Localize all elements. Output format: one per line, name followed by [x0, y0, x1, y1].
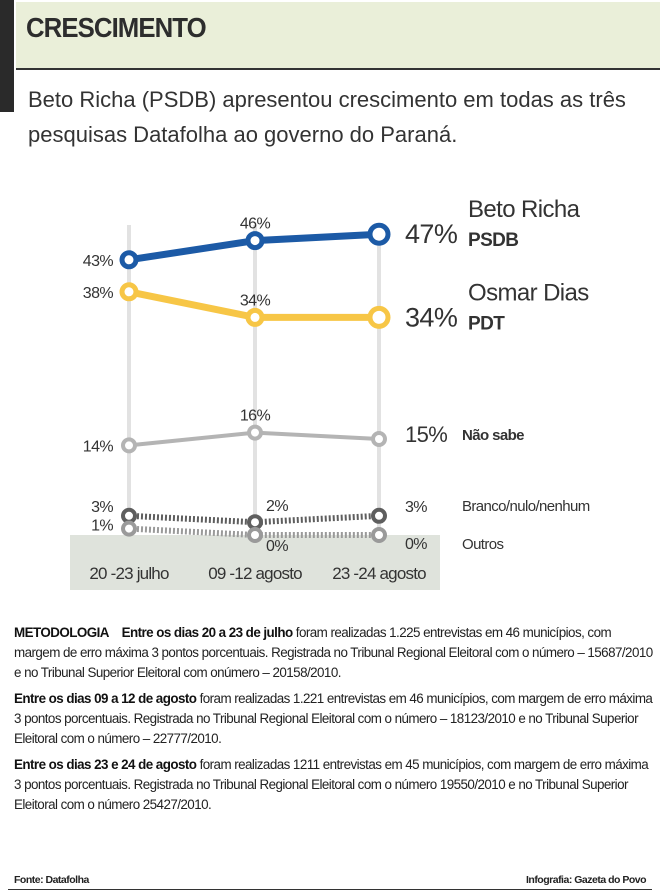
legend-name: Outros [462, 536, 504, 553]
data-point [247, 424, 263, 441]
methodology-label: METODOLOGIA [14, 625, 109, 640]
data-point [119, 250, 139, 270]
data-point [247, 527, 263, 543]
header: CRESCIMENTO [16, 2, 660, 70]
data-point [121, 507, 137, 524]
source: Fonte: Datafolha [14, 874, 89, 886]
data-point [119, 282, 139, 302]
p2-text: foram realizadas 1.221 entrevistas em 46… [14, 691, 653, 746]
bottom-rule [8, 889, 652, 890]
methodology: METODOLOGIA Entre os dias 20 a 23 de jul… [14, 623, 654, 821]
data-point [247, 514, 263, 531]
page-title: CRESCIMENTO [26, 12, 207, 43]
x-tick-label: 09 -12 agosto [208, 564, 302, 583]
data-label: 3% [91, 499, 113, 516]
legend-name: Osmar Dias [468, 279, 589, 306]
data-label: 1% [91, 518, 113, 535]
data-point [371, 507, 387, 524]
data-point [245, 231, 265, 251]
axis-band [70, 535, 440, 590]
legend-name: Não sabe [462, 427, 524, 444]
series-line-4 [128, 525, 379, 538]
data-label: 15% [405, 422, 447, 447]
data-label: 2% [266, 498, 288, 515]
data-point [367, 222, 391, 246]
data-point [371, 527, 387, 543]
data-point [371, 431, 387, 447]
data-point [245, 307, 265, 327]
data-label: 34% [405, 302, 458, 332]
x-tick-label: 23 -24 agosto [332, 564, 426, 583]
data-label: 46% [240, 216, 271, 233]
legend-party: PSDB [468, 230, 518, 251]
data-label: 38% [83, 285, 114, 302]
credit: Infografia: Gazeta do Povo [525, 874, 647, 886]
data-label: 14% [83, 438, 114, 455]
series-line-3 [128, 512, 380, 526]
data-label: 47% [405, 219, 458, 249]
data-label: 16% [240, 408, 271, 425]
legend-party: PDT [468, 313, 505, 334]
p2-dates: Entre os dias 09 a 12 de agosto [14, 691, 197, 706]
data-label: 0% [405, 536, 427, 553]
legend-name: Branco/nulo/nenhum [462, 498, 590, 515]
x-tick-label: 20 -23 julho [89, 564, 169, 583]
data-point [121, 520, 137, 537]
data-label: 34% [240, 292, 271, 309]
data-point [367, 305, 391, 329]
legend-name: Beto Richa [468, 196, 581, 223]
p3-dates: Entre os dias 23 e 24 de agosto [14, 757, 197, 772]
header-accent-bar [0, 0, 14, 112]
p1-text: foram realizadas 1.225 entrevistas em 46… [14, 625, 653, 680]
data-label: 0% [266, 538, 288, 555]
data-label: 3% [405, 499, 427, 516]
lead-text: Beto Richa (PSDB) apresentou crescimento… [28, 87, 626, 147]
p3-text: foram realizadas 1211 entrevistas em 45 … [14, 757, 649, 812]
data-point [121, 437, 137, 454]
data-label: 43% [83, 253, 114, 270]
p1-dates: Entre os dias 20 a 23 de julho [121, 625, 294, 640]
line-chart: 20 -23 julho 09 -12 agosto 23 -24 agosto 43… [70, 196, 590, 590]
